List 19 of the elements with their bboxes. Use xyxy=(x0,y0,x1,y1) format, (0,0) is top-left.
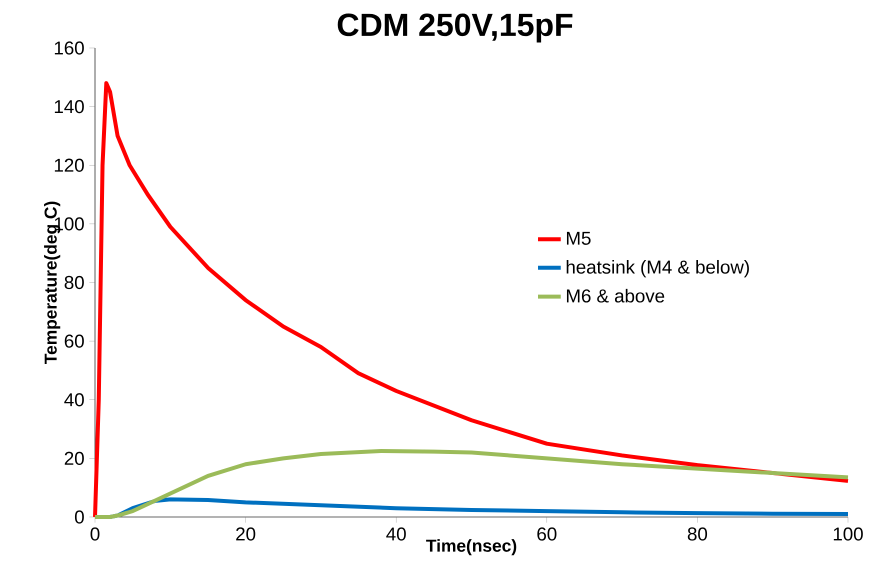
y-tick-label: 80 xyxy=(64,276,84,290)
y-tick-label: 0 xyxy=(74,510,84,524)
x-tick-label: 100 xyxy=(834,527,863,541)
legend-label: heatsink (M4 & below) xyxy=(566,260,749,278)
legend-label: M5 xyxy=(566,232,591,245)
y-tick-label: 140 xyxy=(54,100,84,114)
chart-title: CDM 250V,15pF xyxy=(338,14,572,42)
y-tick-label: 20 xyxy=(64,452,84,465)
x-tick-label: 0 xyxy=(90,527,100,541)
x-tick-label: 80 xyxy=(688,527,708,541)
y-tick-label: 120 xyxy=(54,158,84,172)
y-tick-label: 160 xyxy=(54,41,84,55)
x-tick-label: 60 xyxy=(537,527,556,541)
y-tick-label: 40 xyxy=(64,393,84,406)
x-axis-title: Time(nsec) xyxy=(426,539,516,556)
legend-label: M6 & above xyxy=(566,288,664,303)
y-tick-label: 60 xyxy=(64,334,84,348)
x-tick-label: 20 xyxy=(236,527,256,541)
x-tick-label: 40 xyxy=(386,527,406,541)
